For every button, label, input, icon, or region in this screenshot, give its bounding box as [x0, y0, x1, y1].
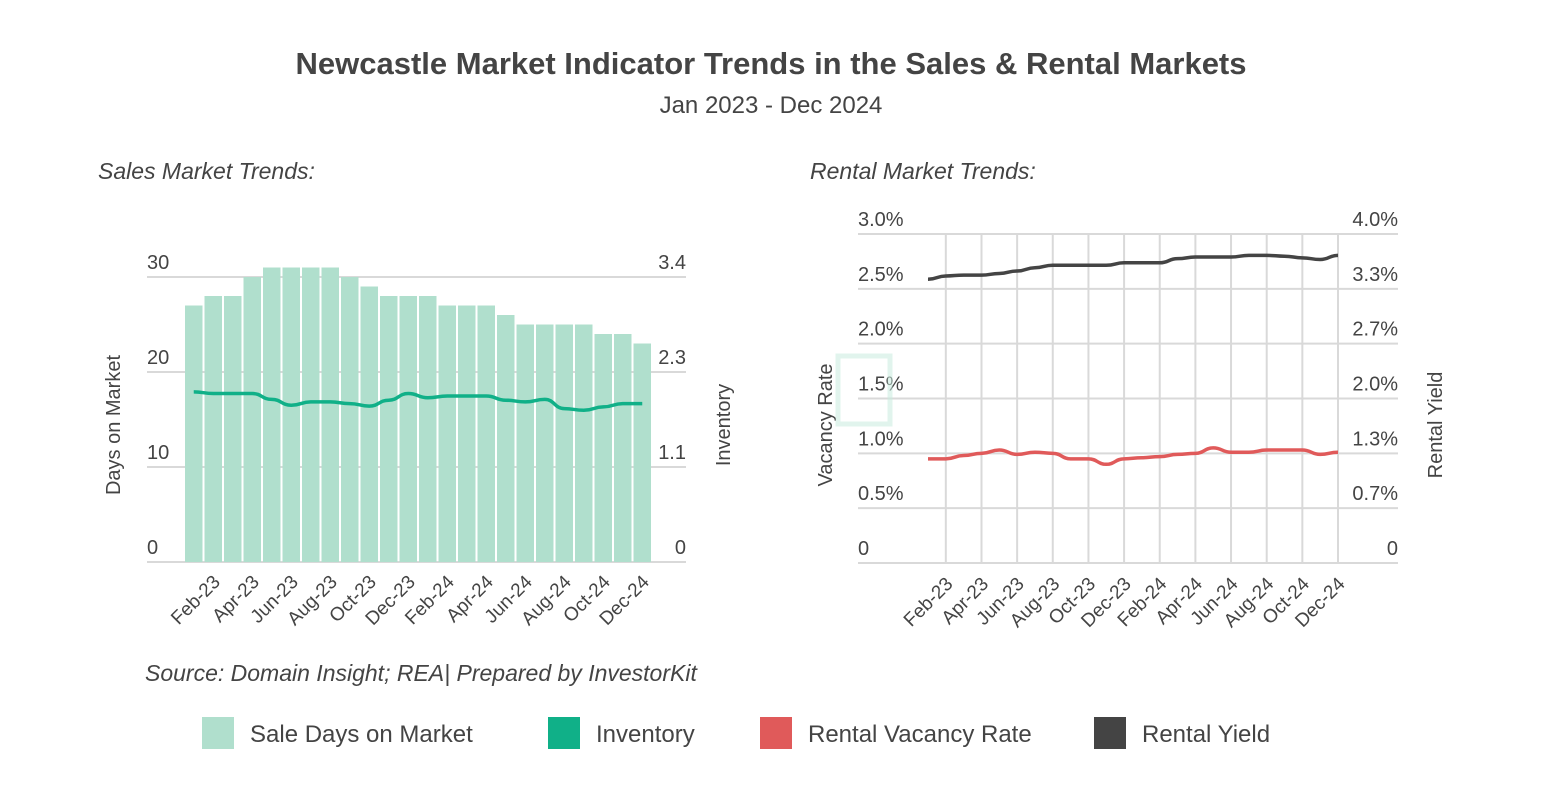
legend-item[interactable]: Sale Days on Market [202, 717, 473, 749]
bar-sale-days-on-market [497, 315, 515, 562]
legend-item[interactable]: Inventory [548, 717, 695, 749]
bar-sale-days-on-market [302, 268, 320, 563]
bar-sale-days-on-market [244, 277, 262, 562]
bar-sale-days-on-market [380, 296, 398, 562]
legend-swatch [1094, 717, 1126, 749]
y2-tick-label: 3.3% [1352, 264, 1398, 286]
bar-sale-days-on-market [575, 325, 593, 563]
y2-tick-label: 1.1 [658, 442, 686, 464]
bar-sale-days-on-market [556, 325, 574, 563]
legend-label: Sale Days on Market [250, 721, 473, 748]
bar-sale-days-on-market [263, 268, 281, 563]
legend-item[interactable]: Rental Vacancy Rate [760, 717, 1032, 749]
y2-tick-label: 1.3% [1352, 428, 1398, 450]
bar-sale-days-on-market [439, 306, 457, 563]
bar-sale-days-on-market [224, 296, 242, 562]
rental-chart: 0 0.5% 1.0% 1.5% 2.0% 2.5% 3.0% 0 0.7% 1.3% 2.0% 2.… [815, 209, 1447, 632]
bar-sale-days-on-market [419, 296, 437, 562]
bar-sale-days-on-market [517, 325, 535, 563]
y2-tick-label: 4.0% [1352, 209, 1398, 231]
legend-item[interactable]: Rental Yield [1094, 717, 1270, 749]
y2-tick-label: 2.0% [1352, 374, 1398, 396]
y-tick-label: 10 [147, 442, 169, 464]
bar-sale-days-on-market [536, 325, 554, 563]
sales-section-title: Sales Market Trends: [98, 158, 315, 184]
legend: Sale Days on Market Inventory Rental Vacan… [202, 717, 1270, 749]
bar-sale-days-on-market [283, 268, 301, 563]
y2-axis-label: Inventory [713, 384, 735, 466]
bar-sale-days-on-market [400, 296, 418, 562]
legend-label: Rental Vacancy Rate [808, 721, 1032, 748]
bar-sale-days-on-market [478, 306, 496, 563]
y2-tick-label: 0.7% [1352, 483, 1398, 505]
chart-title: Newcastle Market Indicator Trends in the… [296, 46, 1247, 81]
y-tick-label: 1.0% [858, 428, 904, 450]
y-tick-label: 0.5% [858, 483, 904, 505]
legend-label: Inventory [596, 721, 695, 748]
y-axis-label: Vacancy Rate [815, 363, 837, 486]
y-tick-label: 3.0% [858, 209, 904, 231]
legend-swatch [760, 717, 792, 749]
y-tick-label: 2.0% [858, 319, 904, 341]
bar-sale-days-on-market [634, 344, 652, 563]
y-tick-label: 0 [147, 537, 158, 559]
y-tick-label: 1.5% [858, 374, 904, 396]
bar-sale-days-on-market [341, 277, 359, 562]
y-tick-label: 20 [147, 347, 169, 369]
bar-sale-days-on-market [185, 306, 203, 563]
bar-sale-days-on-market [205, 296, 223, 562]
y2-tick-label: 2.7% [1352, 319, 1398, 341]
sales-chart: 010203001.12.33.4Feb-23Apr-23Jun-23Aug-2… [103, 252, 735, 630]
line-rental-vacancy-rate [928, 448, 1338, 464]
source-note: Source: Domain Insight; REA| Prepared by… [145, 660, 698, 686]
bar-sale-days-on-market [361, 287, 379, 563]
bar-sale-days-on-market [322, 268, 340, 563]
rental-section-title: Rental Market Trends: [810, 158, 1036, 184]
chart-subtitle: Jan 2023 - Dec 2024 [660, 92, 883, 119]
y-tick-label: 0 [858, 538, 869, 560]
legend-label: Rental Yield [1142, 721, 1270, 748]
y-axis-label: Days on Market [103, 355, 125, 495]
line-rental-yield [928, 255, 1338, 279]
y-tick-label: 2.5% [858, 264, 904, 286]
legend-swatch [548, 717, 580, 749]
bar-sale-days-on-market [614, 334, 632, 562]
y2-tick-label: 3.4 [658, 252, 686, 274]
y2-tick-label: 0 [1387, 538, 1398, 560]
y2-axis-label: Rental Yield [1425, 372, 1447, 479]
bar-sale-days-on-market [595, 334, 613, 562]
bar-sale-days-on-market [458, 306, 476, 563]
y2-tick-label: 0 [675, 537, 686, 559]
y2-tick-label: 2.3 [658, 347, 686, 369]
legend-swatch [202, 717, 234, 749]
y-tick-label: 30 [147, 252, 169, 274]
line-inventory [194, 392, 643, 410]
